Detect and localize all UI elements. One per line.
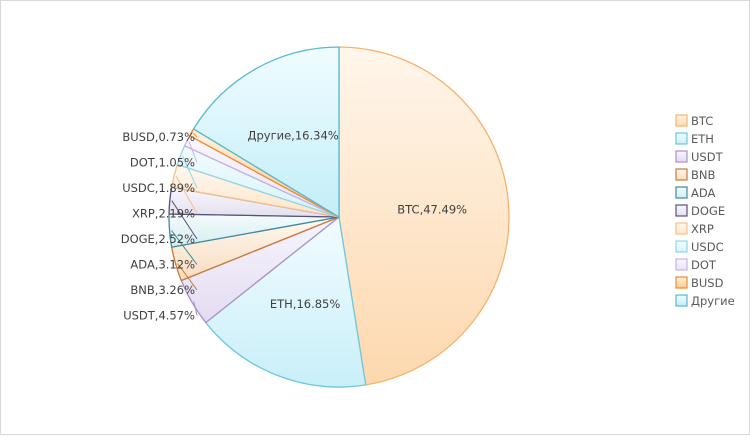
data-label-eth: ETH,16.85% bbox=[270, 297, 341, 311]
legend-item-ada[interactable]: ADA bbox=[675, 186, 716, 200]
legend-item-busd[interactable]: BUSD bbox=[675, 276, 724, 290]
data-label-другие: Другие,16.34% bbox=[248, 129, 339, 143]
leader-line-usdt bbox=[193, 301, 198, 316]
leader-line-ada bbox=[171, 230, 198, 265]
legend-label: ADA bbox=[691, 186, 716, 200]
pie-slice-eth[interactable] bbox=[205, 216, 367, 388]
legend-label: XRP bbox=[691, 222, 714, 236]
legend-label: BUSD bbox=[691, 276, 724, 290]
legend-label: USDT bbox=[691, 150, 724, 164]
legend-item-eth[interactable]: ETH bbox=[675, 132, 714, 146]
legend-item-doge[interactable]: DOGE bbox=[675, 204, 725, 218]
legend-item-usdt[interactable]: USDT bbox=[675, 150, 724, 164]
legend-swatch bbox=[675, 186, 688, 199]
leader-line-busd bbox=[192, 132, 198, 138]
legend-swatch bbox=[675, 258, 688, 271]
leader-lines bbox=[171, 132, 198, 316]
data-label-btc: BTC,47.49% bbox=[397, 203, 467, 217]
data-label-ada: ADA,3.12% bbox=[130, 258, 195, 272]
legend-label: BTC bbox=[691, 114, 713, 128]
legend-item-bnb[interactable]: BNB bbox=[675, 168, 715, 182]
legend-item-xrp[interactable]: XRP bbox=[675, 222, 714, 236]
data-label-usdt: USDT,4.57% bbox=[123, 309, 195, 323]
leader-line-doge bbox=[171, 200, 198, 240]
legend-label: USDC bbox=[691, 240, 724, 254]
legend-swatch bbox=[675, 114, 688, 127]
leader-line-usdc bbox=[182, 155, 198, 189]
legend-label: Другие bbox=[691, 294, 735, 308]
legend-swatch bbox=[675, 276, 688, 289]
leader-line-xrp bbox=[175, 176, 198, 214]
data-label-usdc: USDC,1.89% bbox=[122, 181, 195, 195]
pie-slice-btc[interactable] bbox=[338, 46, 510, 386]
legend-swatch bbox=[675, 222, 688, 235]
legend-item-btc[interactable]: BTC bbox=[675, 114, 713, 128]
legend-item-usdc[interactable]: USDC bbox=[675, 240, 724, 254]
legend: BTC ETH USDT BNB ADA DOGE XRP USDC DOT BUSD Другие bbox=[675, 114, 735, 308]
leader-line-dot bbox=[188, 141, 198, 163]
legend-swatch bbox=[675, 150, 688, 163]
legend-label: ETH bbox=[691, 132, 714, 146]
legend-swatch bbox=[675, 132, 688, 145]
data-label-bnb: BNB,3.26% bbox=[130, 283, 195, 297]
data-label-doge: DOGE,2.52% bbox=[121, 232, 195, 246]
legend-label: DOGE bbox=[691, 204, 725, 218]
legend-item-другие[interactable]: Другие bbox=[675, 294, 735, 308]
legend-label: BNB bbox=[691, 168, 715, 182]
legend-swatch bbox=[675, 294, 688, 307]
leader-line-bnb bbox=[177, 263, 198, 291]
data-labels: BTC,47.49% ETH,16.85% Другие,16.34% BUSD,0.… bbox=[121, 129, 467, 323]
legend-swatch bbox=[675, 240, 688, 253]
pie-slices bbox=[168, 46, 510, 388]
data-label-dot: DOT,1.05% bbox=[130, 156, 195, 170]
data-label-busd: BUSD,0.73% bbox=[122, 130, 195, 144]
legend-label: DOT bbox=[691, 258, 717, 272]
legend-item-dot[interactable]: DOT bbox=[675, 258, 717, 272]
legend-swatch bbox=[675, 168, 688, 181]
pie-slice-другие[interactable] bbox=[192, 46, 340, 218]
legend-swatch bbox=[675, 204, 688, 217]
data-label-xrp: XRP,2.19% bbox=[132, 207, 195, 221]
